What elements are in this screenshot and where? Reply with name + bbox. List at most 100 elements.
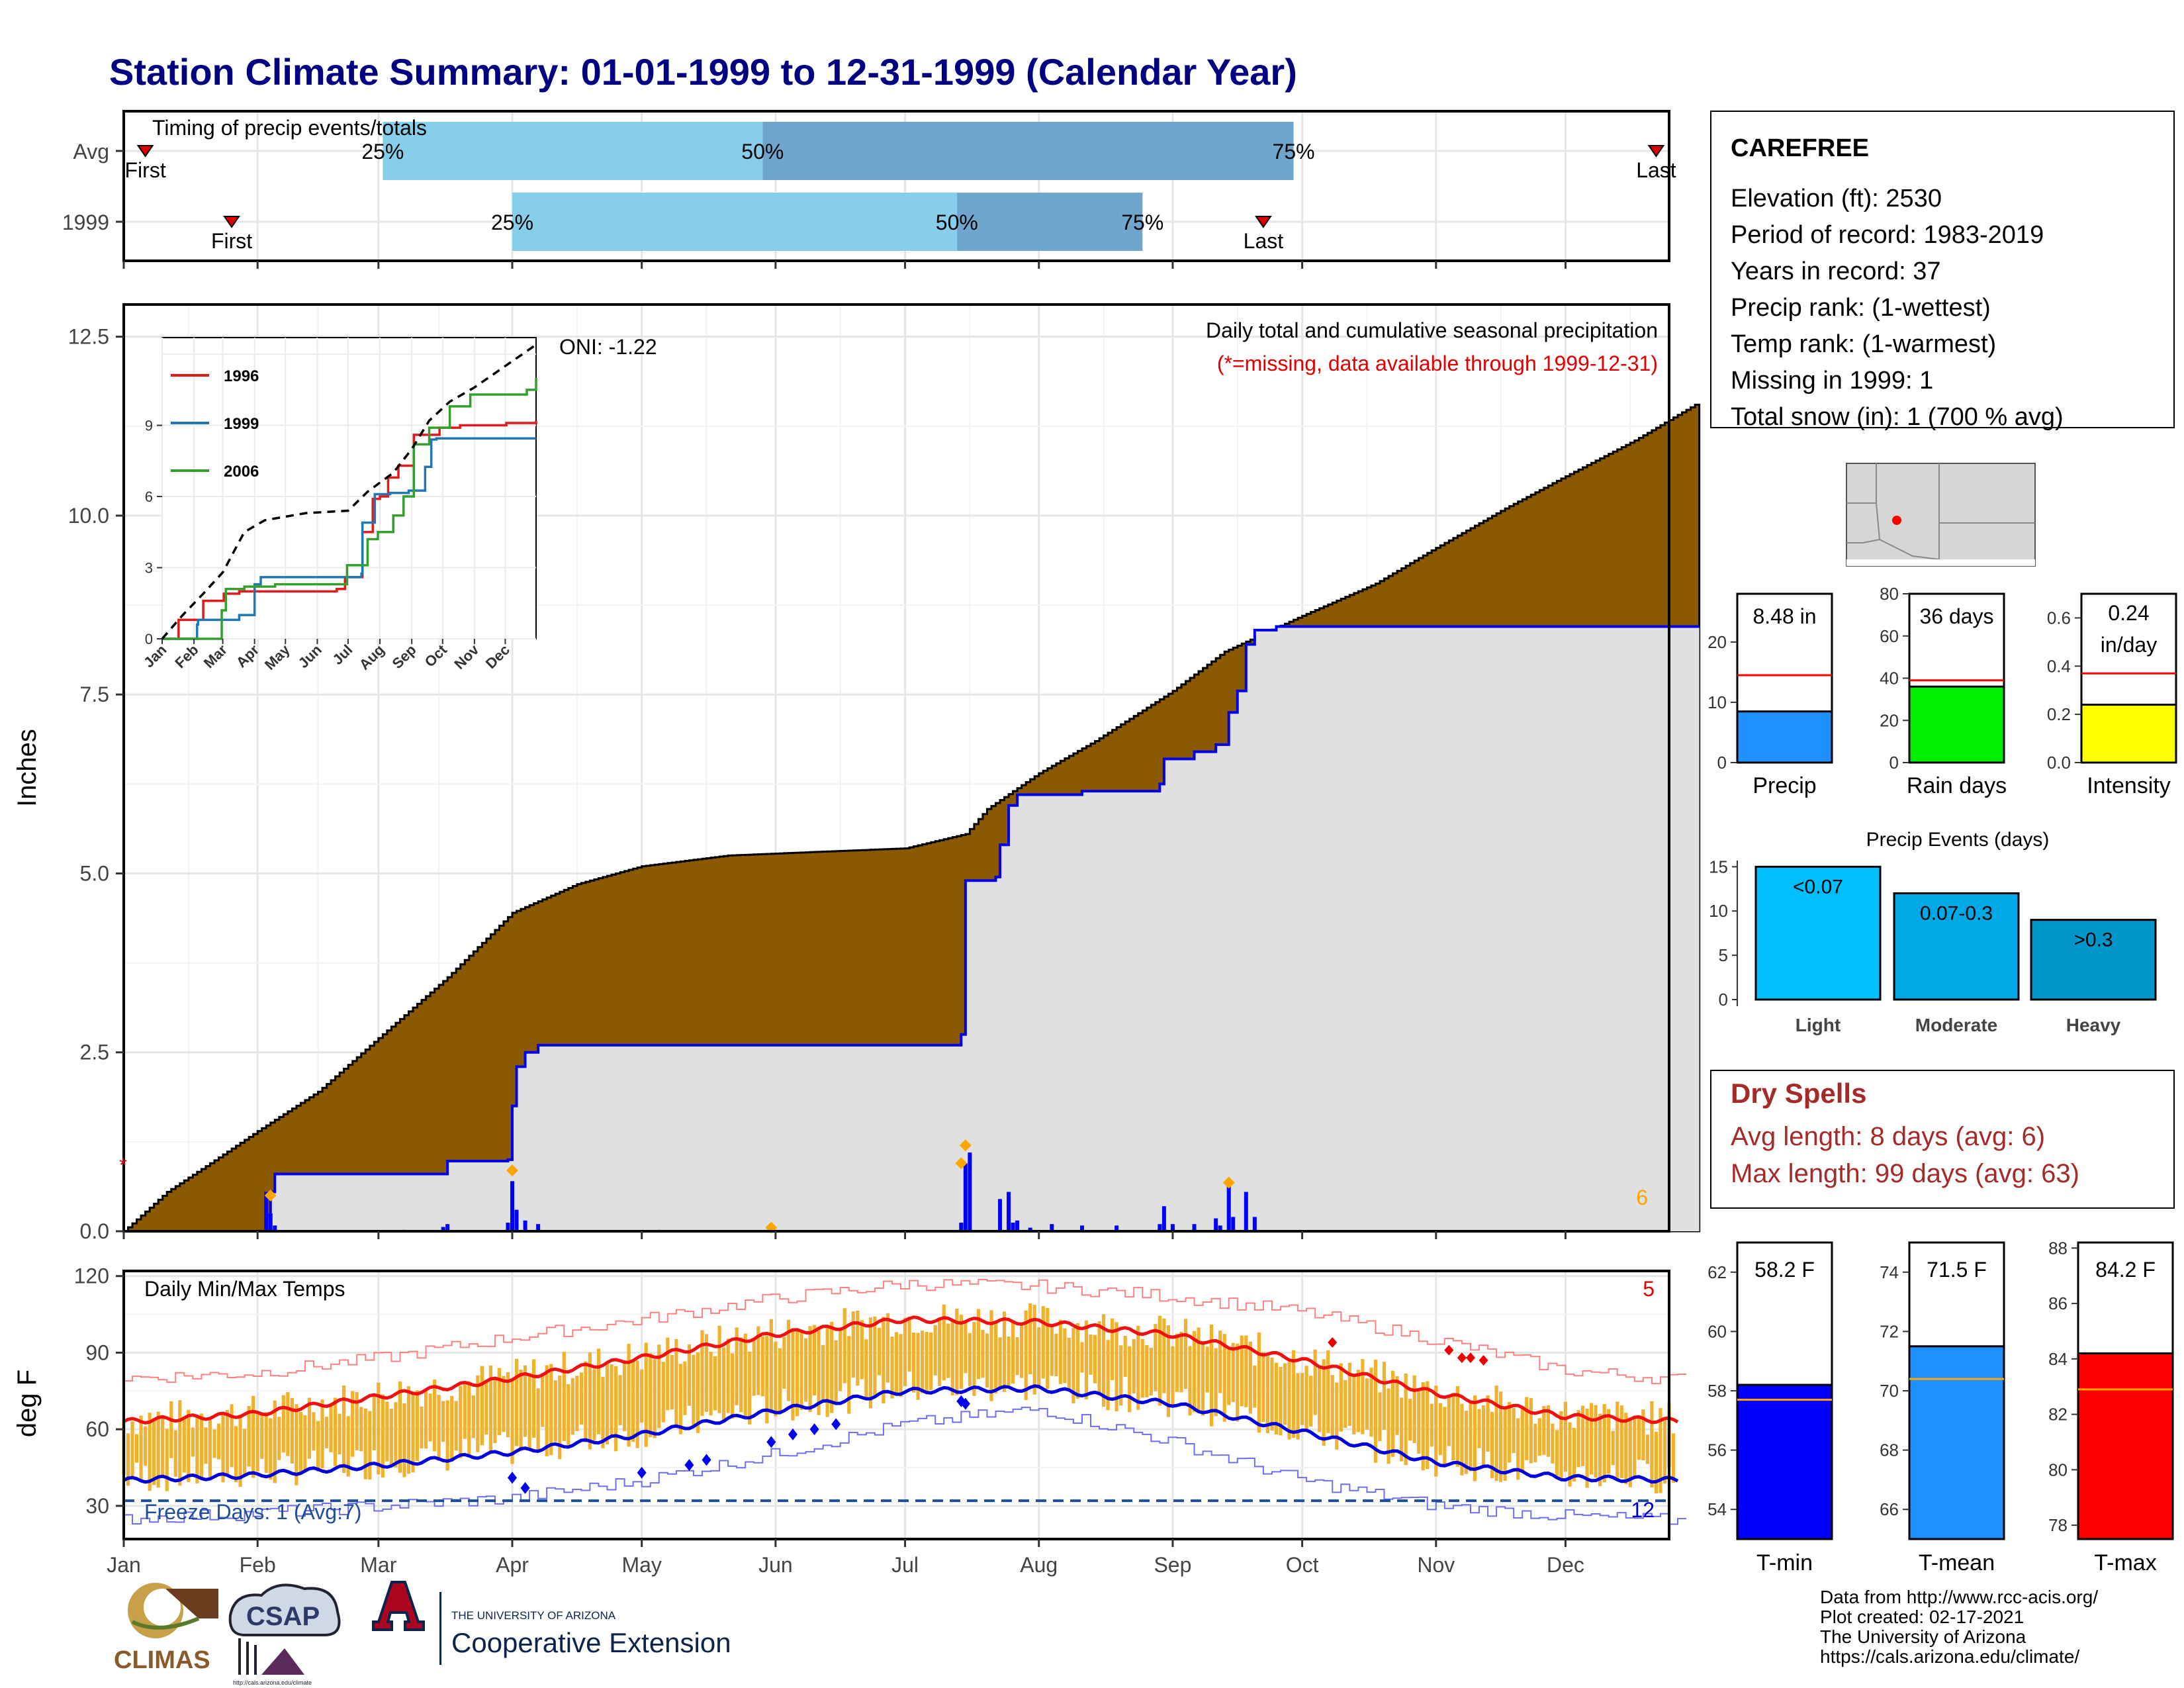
daily-temp-range-bar bbox=[454, 1401, 458, 1451]
record-low-marker bbox=[520, 1481, 530, 1494]
timing-bar-q50-q75 bbox=[956, 193, 1143, 251]
daily-temp-range-bar bbox=[1464, 1411, 1469, 1474]
daily-temp-range-bar bbox=[1520, 1407, 1524, 1472]
summary-bar-tick-label: 80 bbox=[1880, 584, 1899, 604]
daily-temp-range-bar bbox=[925, 1332, 929, 1393]
daily-temp-range-bar bbox=[1659, 1408, 1662, 1493]
daily-temp-range-bar bbox=[187, 1409, 191, 1482]
temp-ytick-label: 60 bbox=[85, 1417, 109, 1441]
daily-temp-range-bar bbox=[1356, 1370, 1360, 1432]
daily-temp-range-bar bbox=[687, 1344, 692, 1406]
temp-summary-label: T-min bbox=[1756, 1550, 1813, 1575]
daily-temp-range-bar bbox=[303, 1415, 307, 1472]
daily-temp-range-bar bbox=[1508, 1401, 1512, 1463]
record-high-marker bbox=[1479, 1355, 1488, 1366]
daily-temp-range-bar bbox=[692, 1354, 696, 1427]
inset-series-line-1996 bbox=[162, 420, 537, 640]
daily-temp-range-bar bbox=[1619, 1405, 1623, 1478]
event-bar-label: Moderate bbox=[1915, 1015, 1997, 1035]
freeze-days-label: Freeze Days: 1 (Avg:7) bbox=[144, 1500, 361, 1524]
daily-temp-range-bar bbox=[950, 1319, 954, 1395]
daily-temp-range-bar bbox=[368, 1411, 372, 1480]
daily-temp-range-bar bbox=[1335, 1382, 1339, 1450]
temp-summary-tick-label: 74 bbox=[1880, 1262, 1899, 1282]
daily-temp-range-bar bbox=[760, 1336, 764, 1397]
precip-ytick-label: 5.0 bbox=[80, 861, 109, 885]
daily-temp-range-bar bbox=[610, 1364, 614, 1435]
daily-temp-range-bar bbox=[463, 1382, 467, 1439]
daily-temp-range-bar bbox=[415, 1390, 420, 1462]
temp-panel: 30 60 90 120 deg F Daily Min/Max Temps Free… bbox=[13, 1264, 1687, 1577]
daily-temp-range-bar bbox=[605, 1362, 610, 1445]
daily-temp-range-bar bbox=[748, 1351, 752, 1425]
daily-temp-range-bar bbox=[558, 1375, 562, 1460]
events-tick-label: 15 bbox=[1709, 857, 1728, 876]
daily-temp-range-bar bbox=[553, 1380, 557, 1442]
daily-temp-range-bar bbox=[1417, 1388, 1421, 1454]
daily-temp-range-bar bbox=[778, 1348, 782, 1412]
daily-temp-range-bar bbox=[514, 1358, 519, 1446]
daily-temp-range-bar bbox=[1253, 1365, 1257, 1408]
credit-line: The University of Arizona bbox=[1820, 1626, 2026, 1647]
summary-bar-tick-label: 20 bbox=[1707, 632, 1727, 652]
timing-pct-label: 25% bbox=[361, 140, 404, 164]
daily-temp-range-bar bbox=[1154, 1324, 1158, 1391]
daily-temp-range-bar bbox=[255, 1413, 259, 1472]
daily-temp-range-bar bbox=[1503, 1407, 1507, 1481]
daily-temp-range-bar bbox=[683, 1361, 687, 1415]
daily-temp-range-bar bbox=[320, 1399, 324, 1469]
daily-temp-range-bar bbox=[592, 1369, 596, 1440]
daily-temp-range-bar bbox=[1011, 1321, 1015, 1384]
event-bar-light bbox=[1754, 865, 1882, 1001]
daily-temp-range-bar bbox=[1119, 1345, 1123, 1406]
daily-temp-range-bar bbox=[1512, 1408, 1516, 1454]
month-axis-label: Sep bbox=[1154, 1553, 1191, 1577]
daily-temp-range-bar bbox=[402, 1403, 406, 1477]
daily-temp-range-bar bbox=[450, 1395, 454, 1462]
daily-temp-range-bar bbox=[1240, 1335, 1244, 1407]
daily-temp-range-bar bbox=[1063, 1328, 1067, 1383]
daily-temp-range-bar bbox=[998, 1337, 1002, 1387]
daily-temp-range-bar bbox=[1287, 1362, 1291, 1440]
daily-temp-range-bar bbox=[1615, 1401, 1619, 1479]
daily-temp-range-bar bbox=[839, 1327, 842, 1391]
daily-temp-range-bar bbox=[471, 1395, 475, 1438]
daily-temp-range-bar bbox=[269, 1418, 273, 1480]
daily-temp-range-bar bbox=[588, 1352, 592, 1450]
daily-temp-range-bar bbox=[1369, 1368, 1373, 1437]
daily-temp-range-bar bbox=[622, 1360, 627, 1432]
daily-temp-range-bar bbox=[752, 1340, 756, 1396]
credit-line: Data from http://www.rcc-acis.org/ bbox=[1820, 1587, 2098, 1607]
daily-temp-range-bar bbox=[290, 1397, 294, 1464]
daily-temp-range-bar bbox=[1404, 1373, 1408, 1466]
precip-ytick-label: 0.0 bbox=[80, 1219, 109, 1243]
precip-event-marker bbox=[264, 1189, 277, 1201]
precip-ytick-label: 7.5 bbox=[80, 682, 109, 706]
daily-temp-range-bar bbox=[1611, 1430, 1615, 1466]
daily-temp-range-bar bbox=[1067, 1337, 1071, 1391]
daily-temp-range-bar bbox=[1400, 1397, 1404, 1462]
daily-temp-range-bar bbox=[584, 1361, 588, 1442]
daily-temp-range-bar bbox=[1499, 1391, 1503, 1482]
daily-temp-range-bar bbox=[433, 1379, 437, 1452]
daily-temp-range-bar bbox=[1318, 1366, 1322, 1432]
daily-temp-range-bar bbox=[342, 1385, 346, 1474]
precip-missing-marker: * bbox=[119, 1154, 127, 1176]
daily-temp-range-bar bbox=[144, 1426, 148, 1466]
daily-precip-bar bbox=[1050, 1224, 1054, 1231]
daily-precip-bar bbox=[445, 1224, 450, 1231]
temp-summary-bars: 58.2 F 54 56 58 60 62 T-min 71.5 F 66 68 70 72 74 T-m… bbox=[1707, 1238, 2174, 1575]
inset-legend-label: 2006 bbox=[224, 463, 259, 481]
daily-temp-range-bar bbox=[886, 1313, 890, 1383]
temp-summary-tick-label: 58 bbox=[1707, 1381, 1727, 1401]
record-low-marker bbox=[788, 1428, 797, 1440]
daily-temp-range-bar bbox=[756, 1326, 760, 1395]
daily-precip-bar bbox=[1028, 1227, 1032, 1231]
daily-temp-range-bar bbox=[1283, 1363, 1287, 1425]
daily-temp-range-bar bbox=[1231, 1342, 1235, 1402]
daily-temp-range-bar bbox=[139, 1415, 143, 1479]
daily-temp-range-bar bbox=[1568, 1422, 1572, 1487]
credits-text: Data from http://www.rcc-acis.org/Plot c… bbox=[1820, 1587, 2098, 1667]
daily-temp-range-bar bbox=[1628, 1419, 1632, 1487]
timing-pct-label: 25% bbox=[491, 211, 533, 234]
